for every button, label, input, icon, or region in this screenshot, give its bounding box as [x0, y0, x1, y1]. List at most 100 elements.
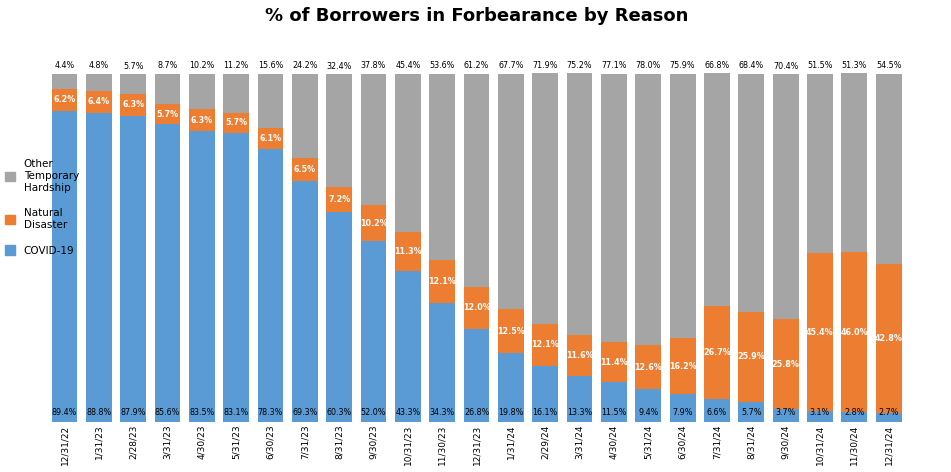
Bar — [601, 74, 627, 342]
Text: 15.6%: 15.6% — [258, 61, 283, 70]
Text: 16.2%: 16.2% — [669, 362, 696, 371]
Text: 70.4%: 70.4% — [773, 62, 798, 71]
Text: 11.5%: 11.5% — [601, 408, 627, 417]
Text: 24.2%: 24.2% — [292, 61, 318, 70]
Text: 85.6%: 85.6% — [155, 408, 180, 417]
Bar — [120, 74, 146, 94]
Text: 45.4%: 45.4% — [806, 328, 834, 337]
Bar — [223, 133, 249, 422]
Text: 54.5%: 54.5% — [876, 61, 902, 70]
Bar — [842, 252, 867, 412]
Text: 6.2%: 6.2% — [53, 95, 76, 104]
Bar — [635, 74, 661, 346]
Text: 12.5%: 12.5% — [497, 327, 525, 336]
Text: 32.4%: 32.4% — [326, 62, 352, 71]
Text: 26.7%: 26.7% — [703, 348, 731, 357]
Bar — [842, 412, 867, 422]
Bar — [258, 74, 283, 128]
Bar — [326, 212, 352, 422]
Text: 69.3%: 69.3% — [292, 408, 318, 417]
Bar — [292, 158, 318, 181]
Text: 10.2%: 10.2% — [189, 61, 215, 70]
Bar — [51, 89, 77, 111]
Bar — [876, 74, 902, 263]
Text: 6.5%: 6.5% — [294, 165, 316, 174]
Bar — [155, 104, 181, 124]
Text: 13.3%: 13.3% — [567, 408, 592, 417]
Bar — [360, 74, 386, 205]
Text: 34.3%: 34.3% — [430, 408, 455, 417]
Bar — [464, 287, 490, 329]
Text: 66.8%: 66.8% — [705, 61, 729, 70]
Bar — [326, 74, 352, 187]
Text: 71.9%: 71.9% — [533, 61, 558, 70]
Text: 11.6%: 11.6% — [566, 351, 593, 360]
Text: 6.1%: 6.1% — [260, 134, 281, 143]
Bar — [704, 74, 729, 306]
Bar — [533, 366, 558, 422]
Bar — [429, 74, 456, 261]
Bar — [670, 395, 695, 422]
Text: 78.3%: 78.3% — [258, 408, 283, 417]
Text: 45.4%: 45.4% — [396, 61, 420, 70]
Text: 77.1%: 77.1% — [601, 61, 627, 70]
Bar — [738, 74, 765, 312]
Text: 61.2%: 61.2% — [464, 61, 489, 70]
Bar — [429, 303, 456, 422]
Bar — [498, 74, 524, 310]
Text: 6.3%: 6.3% — [122, 101, 145, 110]
Bar — [395, 74, 420, 232]
Text: 25.9%: 25.9% — [737, 353, 766, 362]
Bar — [738, 312, 765, 402]
Text: 87.9%: 87.9% — [121, 408, 146, 417]
Bar — [120, 94, 146, 116]
Text: 88.8%: 88.8% — [87, 408, 111, 417]
Bar — [807, 74, 833, 253]
Bar — [842, 74, 867, 252]
Bar — [635, 346, 661, 389]
Text: 83.1%: 83.1% — [223, 408, 249, 417]
Bar — [567, 335, 592, 376]
Text: 53.6%: 53.6% — [430, 61, 455, 70]
Bar — [670, 338, 695, 395]
Bar — [773, 319, 799, 409]
Bar — [395, 232, 420, 271]
Bar — [189, 74, 215, 110]
Text: 4.4%: 4.4% — [54, 61, 74, 70]
Text: 60.3%: 60.3% — [326, 408, 352, 417]
Text: 75.9%: 75.9% — [670, 61, 695, 70]
Bar — [155, 74, 181, 104]
Bar — [395, 271, 420, 422]
Text: 52.0%: 52.0% — [360, 408, 386, 417]
Bar — [601, 382, 627, 422]
Text: 75.2%: 75.2% — [567, 61, 592, 70]
Text: 12.6%: 12.6% — [634, 363, 662, 372]
Bar — [773, 74, 799, 319]
Bar — [223, 74, 249, 113]
Bar — [567, 376, 592, 422]
Text: 6.6%: 6.6% — [707, 408, 728, 417]
Text: 11.2%: 11.2% — [223, 61, 249, 70]
Bar — [670, 74, 695, 338]
Text: 12.1%: 12.1% — [532, 340, 559, 349]
Text: 9.4%: 9.4% — [638, 408, 658, 417]
Bar — [704, 399, 729, 422]
Bar — [326, 187, 352, 212]
Bar — [533, 74, 558, 324]
Legend: Other
Temporary
Hardship, Natural
Disaster, COVID-19: Other Temporary Hardship, Natural Disast… — [5, 160, 79, 256]
Bar — [51, 111, 77, 422]
Bar — [876, 413, 902, 422]
Bar — [155, 124, 181, 422]
Bar — [601, 342, 627, 382]
Text: 51.3%: 51.3% — [842, 61, 867, 70]
Bar — [360, 241, 386, 422]
Bar — [773, 409, 799, 422]
Bar — [807, 411, 833, 422]
Text: 5.7%: 5.7% — [157, 110, 179, 118]
Text: 89.4%: 89.4% — [51, 408, 77, 417]
Bar — [498, 310, 524, 353]
Title: % of Borrowers in Forbearance by Reason: % of Borrowers in Forbearance by Reason — [265, 7, 689, 25]
Text: 7.9%: 7.9% — [672, 408, 693, 417]
Text: 8.7%: 8.7% — [157, 61, 178, 70]
Bar — [360, 205, 386, 241]
